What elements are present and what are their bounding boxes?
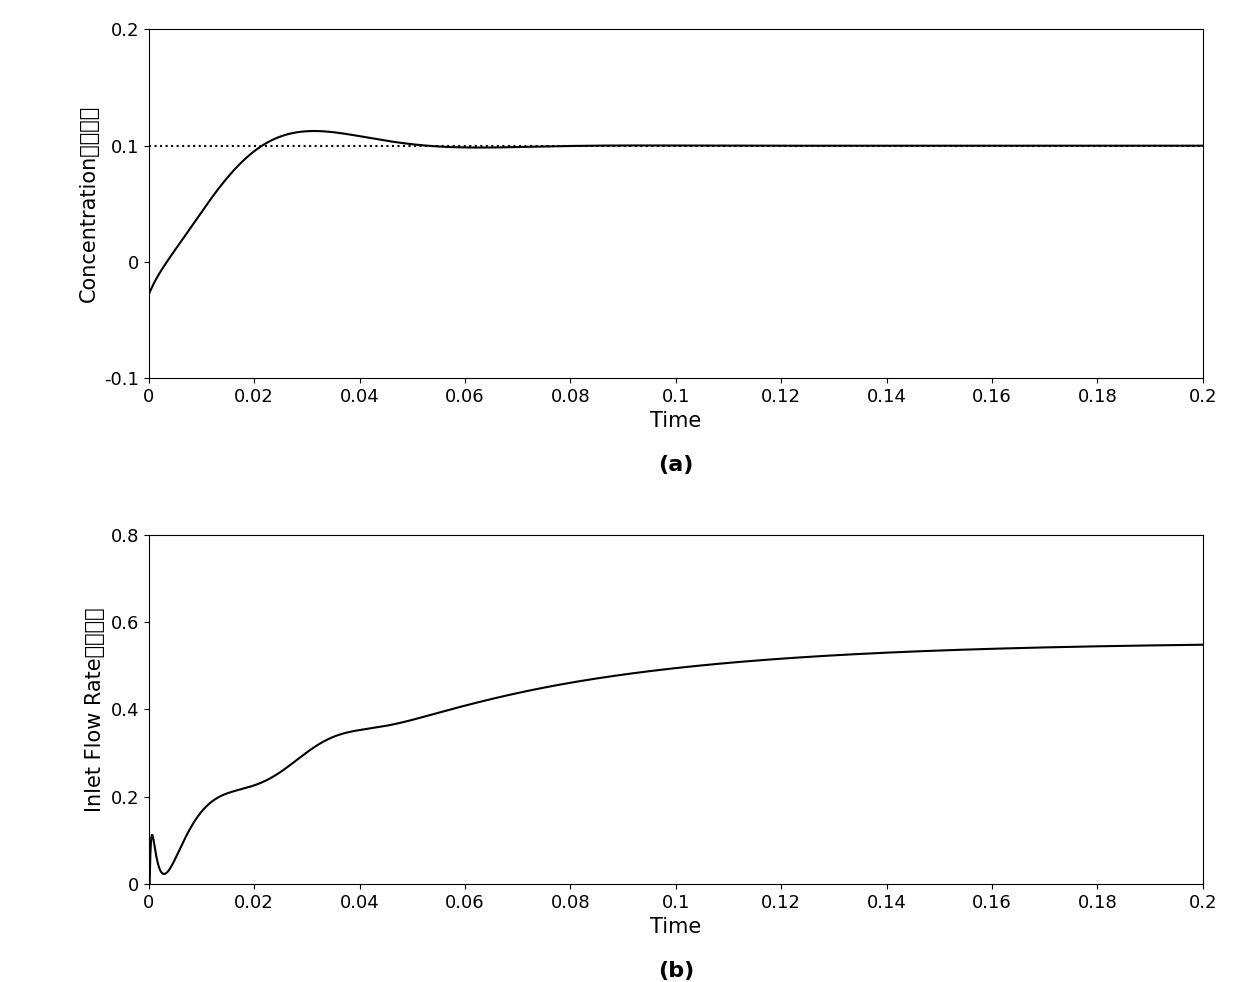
X-axis label: Time: Time xyxy=(650,411,702,431)
Text: (a): (a) xyxy=(658,455,693,475)
X-axis label: Time: Time xyxy=(650,917,702,937)
Text: (b): (b) xyxy=(657,960,694,980)
Y-axis label: Concentration（浓度）: Concentration（浓度） xyxy=(78,105,99,302)
Y-axis label: Inlet Flow Rate（流量）: Inlet Flow Rate（流量） xyxy=(86,607,105,812)
